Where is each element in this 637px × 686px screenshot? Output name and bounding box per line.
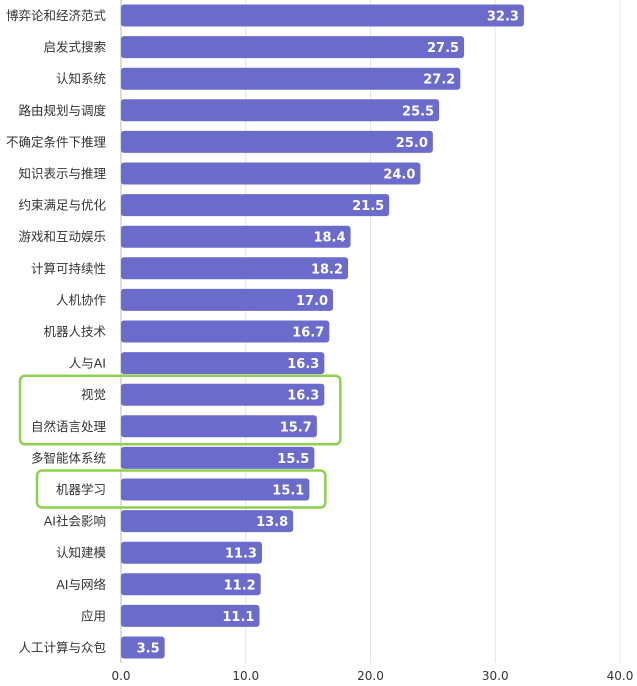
data-label: 3.5 — [137, 642, 160, 657]
category-label: 约束满足与优化 — [18, 198, 106, 213]
data-label: 11.2 — [224, 578, 256, 593]
data-label: 32.3 — [487, 10, 519, 25]
highlight-box — [35, 469, 327, 509]
data-label: 27.2 — [423, 73, 455, 88]
data-label: 18.4 — [313, 231, 345, 246]
data-label: 11.3 — [225, 547, 257, 562]
category-label: 博弈论和经济范式 — [6, 8, 107, 23]
category-label: 路由规划与调度 — [18, 103, 106, 118]
data-label: 16.7 — [292, 326, 324, 341]
bar — [121, 415, 317, 438]
data-label: 15.5 — [277, 452, 309, 467]
data-label: 18.2 — [311, 262, 343, 277]
bar — [121, 573, 261, 596]
bar — [121, 541, 262, 564]
x-tick-label: 30.0 — [482, 669, 509, 683]
bar — [121, 67, 461, 90]
bar — [121, 99, 440, 122]
category-label: 人机协作 — [56, 292, 107, 307]
data-label: 27.5 — [427, 41, 459, 56]
category-label: AI与网络 — [56, 577, 106, 592]
bar — [121, 510, 294, 533]
category-label: 人与AI — [69, 356, 106, 371]
category-label: 游戏和互动娱乐 — [18, 229, 106, 244]
category-label: 不确定条件下推理 — [6, 134, 107, 149]
data-label: 15.1 — [272, 484, 304, 499]
highlight-box — [18, 374, 342, 446]
category-label: 认知系统 — [56, 71, 106, 86]
category-label: 启发式搜索 — [43, 40, 106, 55]
bar — [121, 478, 310, 501]
bar — [121, 446, 315, 469]
x-tick-label: 0.0 — [111, 669, 130, 683]
category-label: 机器人技术 — [43, 324, 106, 339]
bar — [121, 4, 524, 27]
bar — [121, 383, 325, 406]
bar — [121, 36, 465, 59]
category-label: 视觉 — [81, 387, 106, 402]
x-tick-label: 20.0 — [357, 669, 384, 683]
data-label: 25.0 — [396, 136, 428, 151]
data-label: 25.5 — [402, 104, 434, 119]
category-label: 多智能体系统 — [31, 450, 106, 465]
category-label: 人工计算与众包 — [18, 640, 106, 655]
bar — [121, 162, 421, 185]
bar — [121, 320, 330, 343]
bar — [121, 225, 351, 248]
category-label: 机器学习 — [56, 482, 106, 497]
bar — [121, 288, 334, 311]
category-label: AI社会影响 — [44, 514, 106, 529]
category-label: 应用 — [81, 608, 106, 623]
data-label: 16.3 — [287, 357, 319, 372]
x-tick-label: 40.0 — [607, 669, 634, 683]
category-label: 知识表示与推理 — [18, 166, 106, 181]
data-label: 17.0 — [296, 294, 328, 309]
data-label: 13.8 — [256, 515, 288, 530]
x-tick-label: 10.0 — [232, 669, 259, 683]
data-label: 16.3 — [287, 389, 319, 404]
data-label: 15.7 — [280, 420, 312, 435]
data-label: 21.5 — [352, 199, 384, 214]
bar — [121, 604, 260, 627]
bar — [121, 130, 433, 153]
data-label: 11.1 — [222, 610, 254, 625]
data-label: 24.0 — [383, 168, 415, 183]
bar — [121, 194, 390, 217]
category-label: 认知建模 — [56, 545, 107, 560]
bar — [121, 257, 349, 280]
category-label: 计算可持续性 — [31, 261, 106, 276]
bar — [121, 352, 325, 375]
bar — [121, 636, 165, 659]
category-label: 自然语言处理 — [31, 419, 107, 434]
